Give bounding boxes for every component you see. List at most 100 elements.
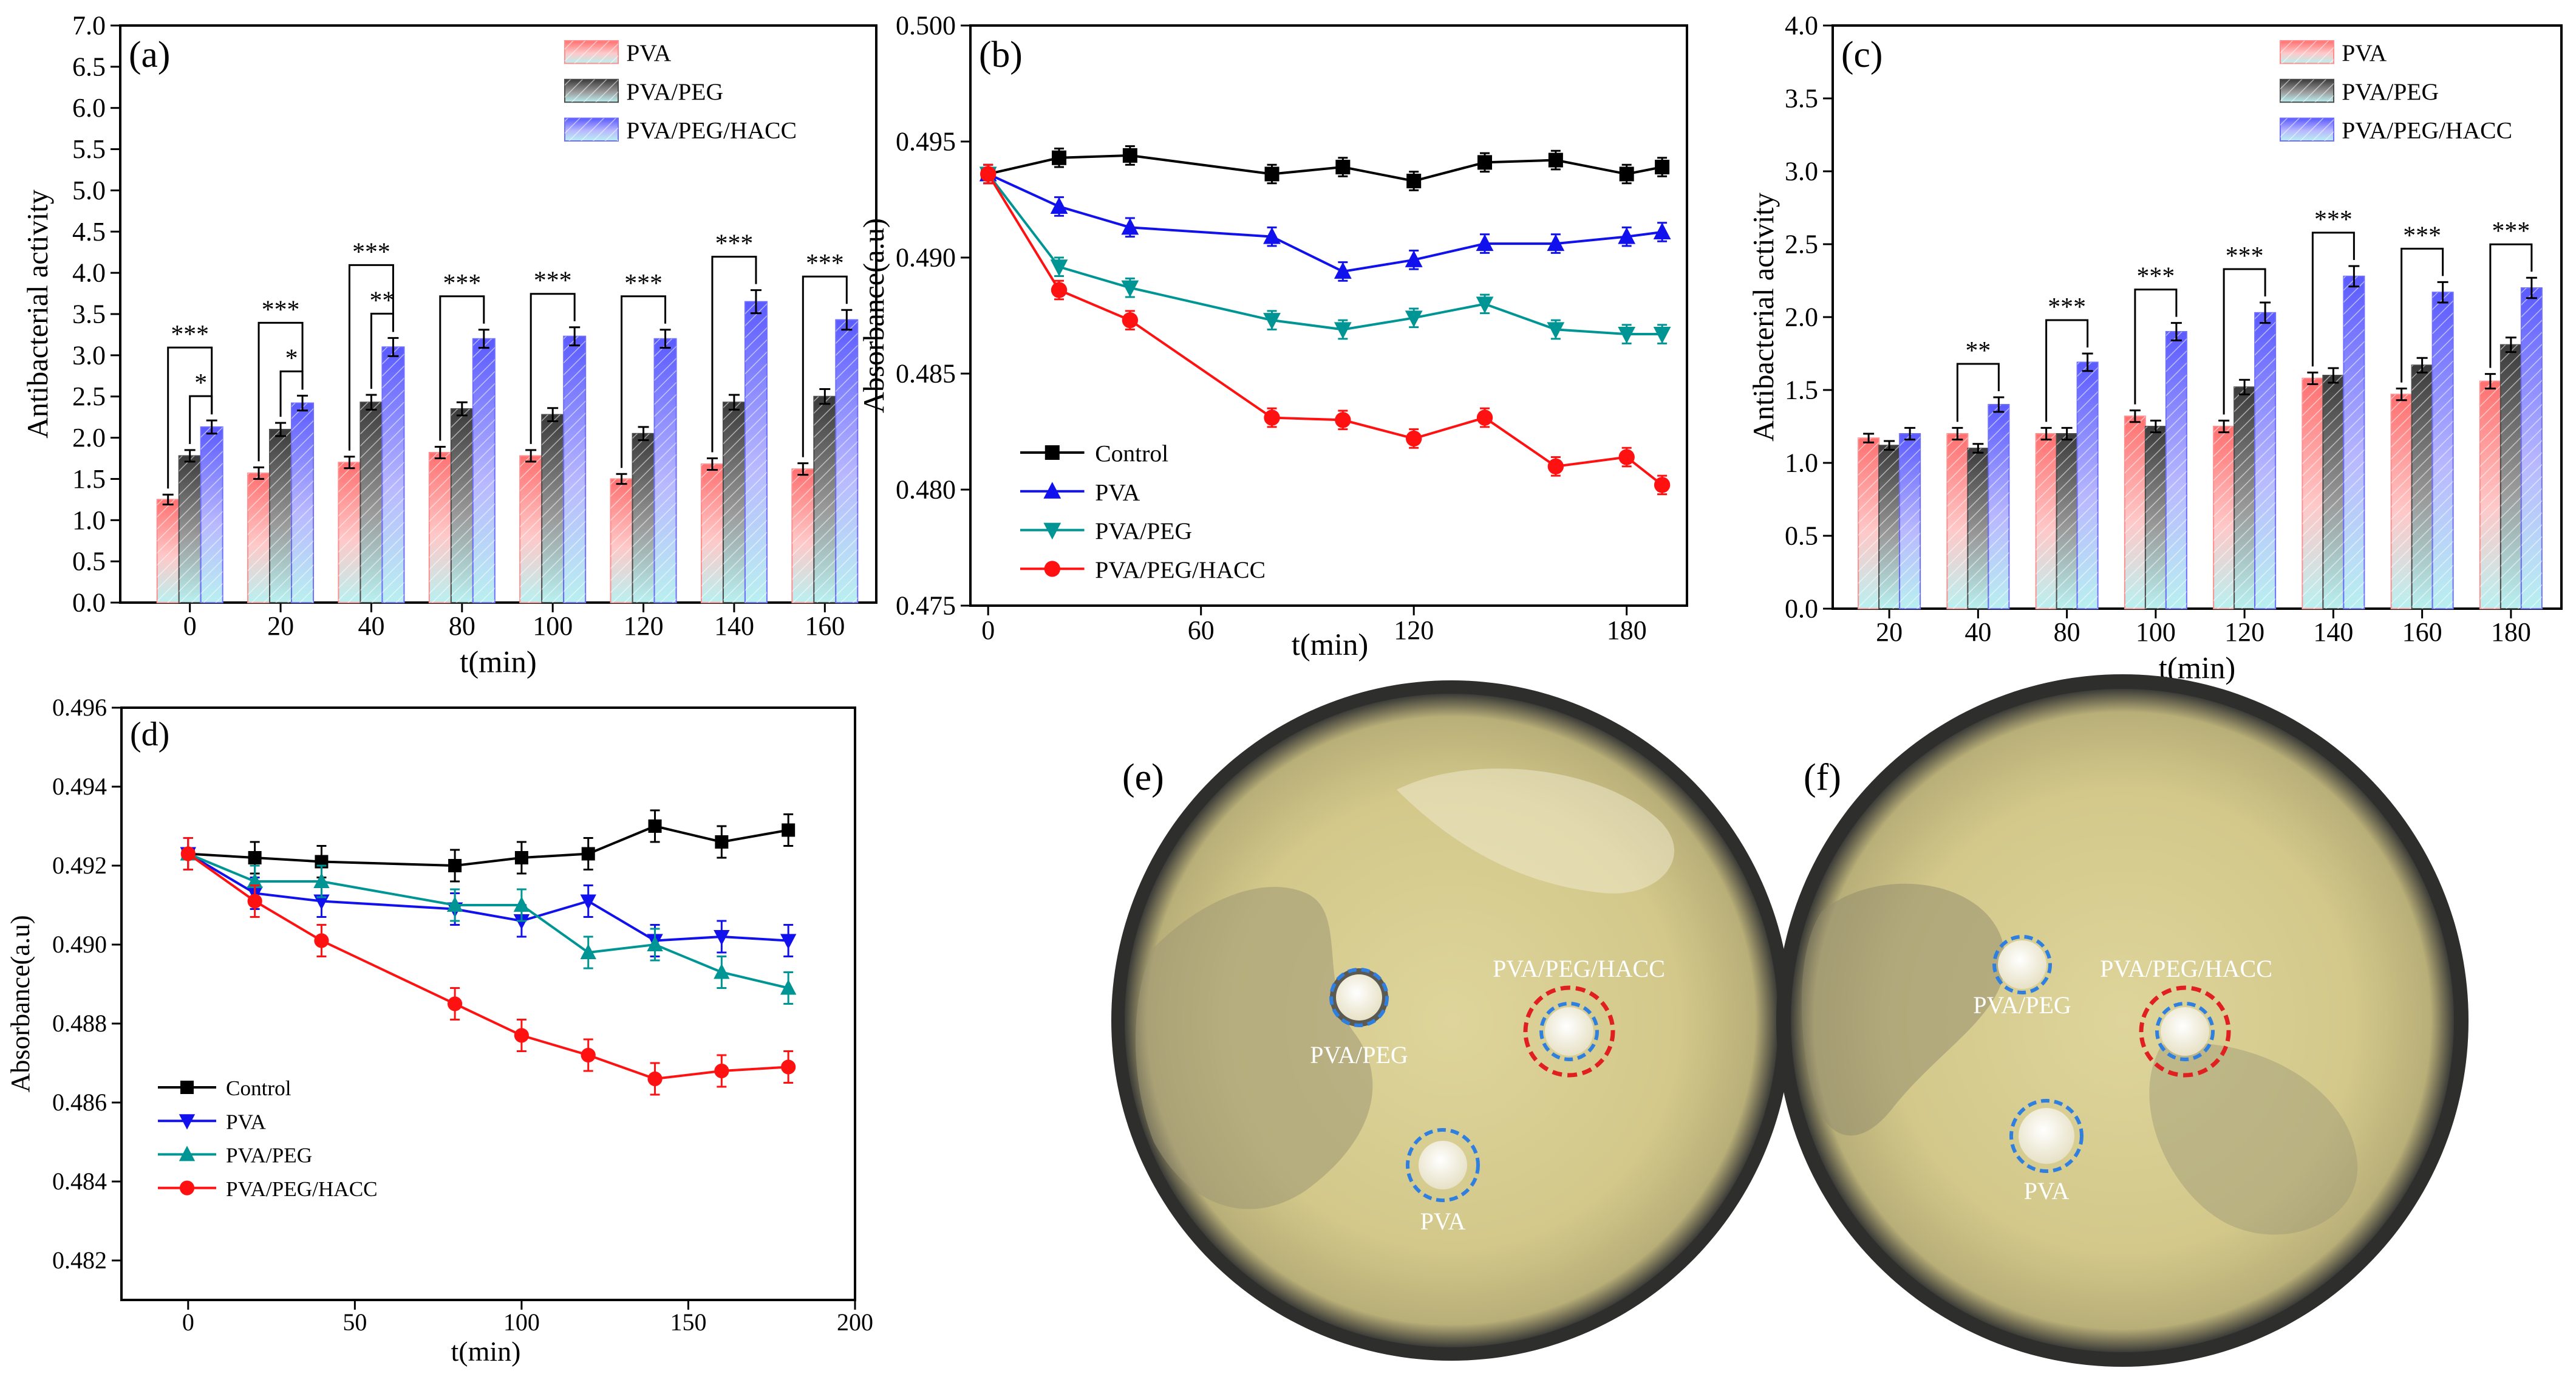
y-tick-label: 0.490 xyxy=(52,931,107,958)
data-point xyxy=(179,1114,196,1130)
y-tick-label: 0.485 xyxy=(896,359,956,389)
bar-hatch xyxy=(248,473,270,603)
y-tick-label: 0.495 xyxy=(896,127,956,157)
legend-label: PVA xyxy=(626,39,671,66)
legend-swatch-hatch xyxy=(565,41,618,64)
significance-bracket xyxy=(2401,247,2444,383)
significance-label: *** xyxy=(352,238,390,266)
legend-label: Control xyxy=(1095,440,1168,467)
bar-hatch xyxy=(745,301,767,603)
x-axis-label: t(min) xyxy=(1292,628,1368,662)
y-tick-label: 4.0 xyxy=(1785,11,1818,41)
lawn-highlight xyxy=(1397,768,1675,894)
x-tick-label: 200 xyxy=(837,1308,873,1336)
bar-hatch xyxy=(179,456,201,603)
blue-dashed-circle xyxy=(1992,935,2052,994)
series-line xyxy=(188,852,789,990)
significance-bracket xyxy=(257,321,304,462)
panel-c: 0.0 0.5 1.0 1.5 2.0 2.5 3.0 3.5 4.0 Antibacterial… xyxy=(1748,11,2563,685)
bar-hatch xyxy=(1968,448,1989,609)
x-tick-label: 180 xyxy=(2491,617,2531,647)
bar-hatch xyxy=(2213,426,2235,609)
y-axis-label: Absorbance(a.u) xyxy=(5,915,35,1093)
data-point xyxy=(1052,150,1067,165)
plate-label: PVA/PEG xyxy=(1973,991,2071,1019)
x-tick-label: 60 xyxy=(1188,615,1215,645)
blue-dashed-circle xyxy=(1406,1128,1480,1202)
data-point xyxy=(448,859,462,872)
data-point xyxy=(1044,561,1061,577)
significance-label: ** xyxy=(370,287,395,315)
x-tick-label: 0 xyxy=(981,615,995,645)
x-tick-label: 20 xyxy=(267,611,294,641)
data-point xyxy=(1334,262,1352,279)
legend-swatch-hatch xyxy=(565,79,618,103)
x-axis-label: t(min) xyxy=(451,1336,521,1367)
panel-label: (f) xyxy=(1804,757,1841,798)
data-point xyxy=(714,963,730,979)
legend-label: Control xyxy=(226,1076,291,1100)
significance-label: *** xyxy=(443,270,481,298)
bar-hatch xyxy=(291,403,314,603)
bar-hatch xyxy=(792,469,814,603)
bar-hatch xyxy=(451,409,473,603)
significance-bracket xyxy=(2223,268,2266,415)
significance-label: *** xyxy=(715,230,754,258)
bar-hatch xyxy=(836,320,858,603)
data-point xyxy=(1050,259,1068,276)
bar-hatch xyxy=(1900,434,1921,609)
bar-hatch xyxy=(654,338,676,603)
data-point xyxy=(447,996,463,1011)
blue-dashed-circle xyxy=(2009,1099,2084,1173)
data-point xyxy=(782,823,796,837)
panel-f-plate: (f) PVA/PEG PVA/PEG/HACC PVA xyxy=(1776,674,2469,1367)
panel-a: 0.0 0.5 1.0 1.5 2.0 2.5 3.0 3.5 4.0 4.5 5.0 5.5 6.0 6… xyxy=(22,11,877,679)
significance-label: *** xyxy=(534,267,572,295)
sample-disc xyxy=(1545,1007,1593,1056)
y-tick-label: 3.5 xyxy=(1785,84,1818,114)
data-point xyxy=(1405,430,1422,447)
y-tick-label: 0.480 xyxy=(896,475,956,505)
y-tick-label: 0.482 xyxy=(52,1246,107,1274)
bar-hatch xyxy=(2036,434,2057,609)
data-point xyxy=(179,1146,196,1161)
sample-disc xyxy=(1419,1141,1467,1189)
x-tick-label: 180 xyxy=(1607,615,1647,645)
data-point xyxy=(513,896,530,912)
data-point xyxy=(247,894,262,909)
data-point xyxy=(1043,482,1061,499)
plate-label: PVA/PEG/HACC xyxy=(1493,955,1665,982)
significance-bracket xyxy=(167,346,213,489)
significance-bracket xyxy=(621,295,667,468)
data-point xyxy=(248,851,262,864)
data-point xyxy=(1547,458,1564,474)
legend-label: PVA/PEG xyxy=(626,78,723,105)
data-point xyxy=(1476,296,1494,313)
significance-bracket xyxy=(2045,319,2089,422)
significance-bracket xyxy=(1956,363,2000,422)
series-line xyxy=(987,173,1663,336)
data-point xyxy=(313,894,330,910)
y-tick-label: 4.0 xyxy=(72,258,106,288)
bar-hatch xyxy=(520,456,542,603)
y-tick-label: 0.488 xyxy=(52,1010,107,1037)
significance-bracket xyxy=(530,293,576,444)
significance-label: *** xyxy=(624,270,663,298)
lawn-shadow xyxy=(2149,1042,2358,1235)
x-tick-label: 0 xyxy=(182,1308,194,1336)
x-tick-label: 100 xyxy=(533,611,573,641)
legend-label: PVA xyxy=(1095,479,1140,505)
plate-label: PVA xyxy=(2024,1177,2070,1205)
data-point xyxy=(780,934,797,949)
significance-label: *** xyxy=(2137,263,2175,291)
bar-hatch xyxy=(1947,434,1968,609)
bar-hatch xyxy=(2323,375,2344,609)
bar-hatch xyxy=(157,499,179,603)
y-tick-label: 1.5 xyxy=(72,464,106,494)
significance-bracket xyxy=(348,264,394,451)
y-tick-label: 0.494 xyxy=(52,773,107,800)
bar-hatch xyxy=(2302,378,2323,609)
bar-hatch xyxy=(2124,416,2145,609)
data-point xyxy=(514,851,528,864)
y-tick-label: 0.5 xyxy=(72,547,106,576)
